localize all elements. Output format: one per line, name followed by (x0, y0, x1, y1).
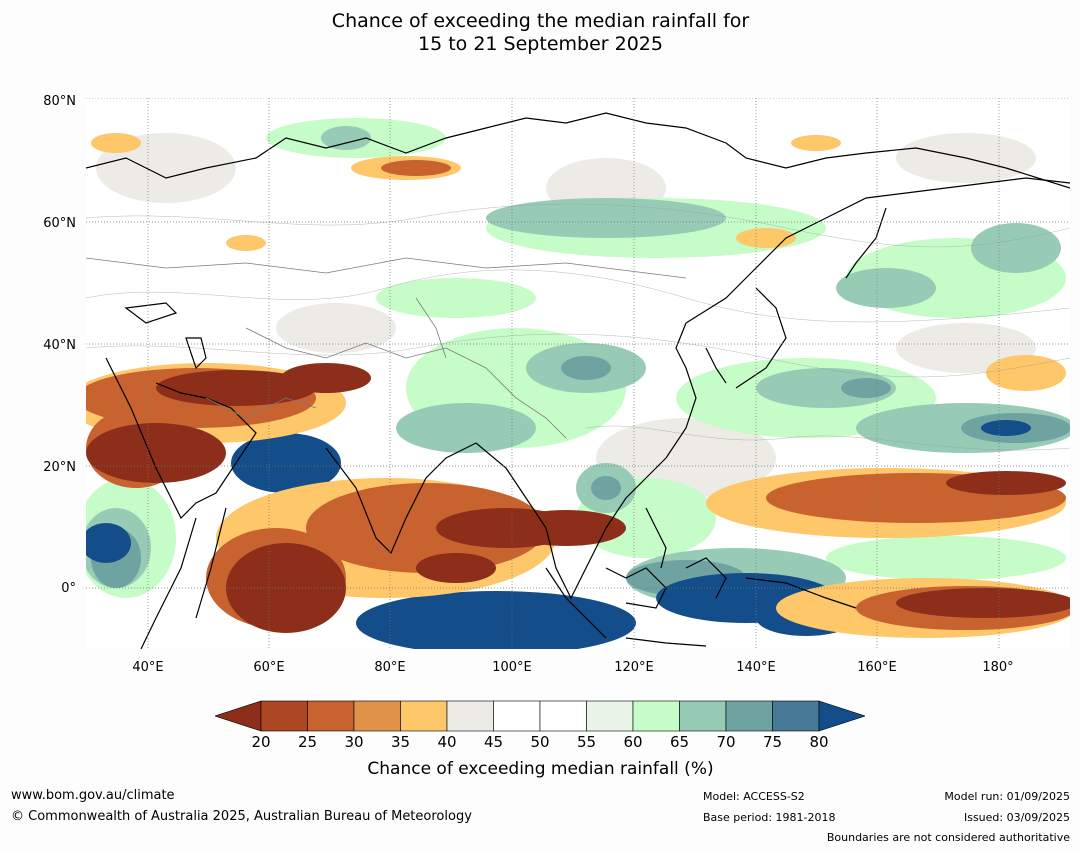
colorbar-segment (307, 700, 355, 732)
colorbar-segment (772, 700, 820, 732)
colorbar-segment (493, 700, 541, 732)
title-line-1: Chance of exceeding the median rainfall … (331, 10, 750, 32)
footer-issued: Issued: 03/09/2025 (963, 811, 1070, 824)
lon-label-120e: 120°E (614, 660, 654, 675)
colorbar-segment (539, 700, 587, 732)
lat-label-80n: 80°N (43, 94, 76, 109)
colorbar-segment (632, 700, 680, 732)
lat-label-60n: 60°N (43, 216, 76, 231)
colorbar (215, 700, 865, 732)
footer-base-period: Base period: 1981-2018 (703, 811, 836, 824)
colorbar-tick-label: 75 (762, 733, 783, 751)
title-line-2: 15 to 21 September 2025 (418, 33, 663, 55)
colorbar-tick-label: 35 (390, 733, 411, 751)
footer-copyright: © Commonwealth of Australia 2025, Austra… (11, 809, 472, 824)
lon-label-80e: 80°E (374, 660, 406, 675)
colorbar-tick-label: 80 (809, 733, 829, 751)
graticule (86, 98, 1070, 649)
colorbar-tick-label: 30 (344, 733, 364, 751)
colorbar-segment (446, 700, 494, 732)
colorbar-title: Chance of exceeding median rainfall (%) (367, 759, 714, 779)
colorbar-segment (586, 700, 634, 732)
footer-disclaimer: Boundaries are not considered authoritat… (826, 831, 1070, 844)
colorbar-segment (679, 700, 727, 732)
rainfall-probability-map (86, 98, 1070, 649)
lat-label-0: 0° (61, 581, 76, 596)
footer-url[interactable]: www.bom.gov.au/climate (11, 788, 175, 803)
colorbar-under-arrow (215, 700, 262, 732)
colorbar-segment (353, 700, 401, 732)
map-canvas (86, 98, 1070, 649)
colorbar-segment (725, 700, 773, 732)
colorbar-tick-label: 45 (483, 733, 504, 751)
lon-label-60e: 60°E (253, 660, 285, 675)
lon-label-40e: 40°E (132, 660, 164, 675)
lon-label-100e: 100°E (492, 660, 532, 675)
colorbar-tick-label: 60 (623, 733, 643, 751)
footer-model-run: Model run: 01/09/2025 (944, 790, 1070, 803)
colorbar-segment (260, 700, 308, 732)
lat-label-40n: 40°N (43, 338, 76, 353)
map-title: Chance of exceeding the median rainfall … (0, 10, 1081, 56)
colorbar-tick-label: 65 (669, 733, 690, 751)
lon-label-140e: 140°E (736, 660, 776, 675)
colorbar-segment (400, 700, 448, 732)
lon-label-160e: 160°E (857, 660, 897, 675)
colorbar-tick-label: 40 (437, 733, 457, 751)
dry-extreme-zones (86, 363, 1070, 633)
colorbar-tick-label: 50 (530, 733, 550, 751)
footer-model: Model: ACCESS-S2 (703, 790, 805, 803)
country-borders (86, 257, 687, 439)
colorbar-tick-label: 70 (716, 733, 736, 751)
colorbar-over-arrow (818, 700, 865, 732)
colorbar-tick-label: 25 (297, 733, 318, 751)
lat-label-20n: 20°N (43, 460, 76, 475)
colorbar-tick-label: 20 (251, 733, 271, 751)
lon-label-180: 180° (982, 660, 1014, 675)
colorbar-tick-label: 55 (576, 733, 597, 751)
